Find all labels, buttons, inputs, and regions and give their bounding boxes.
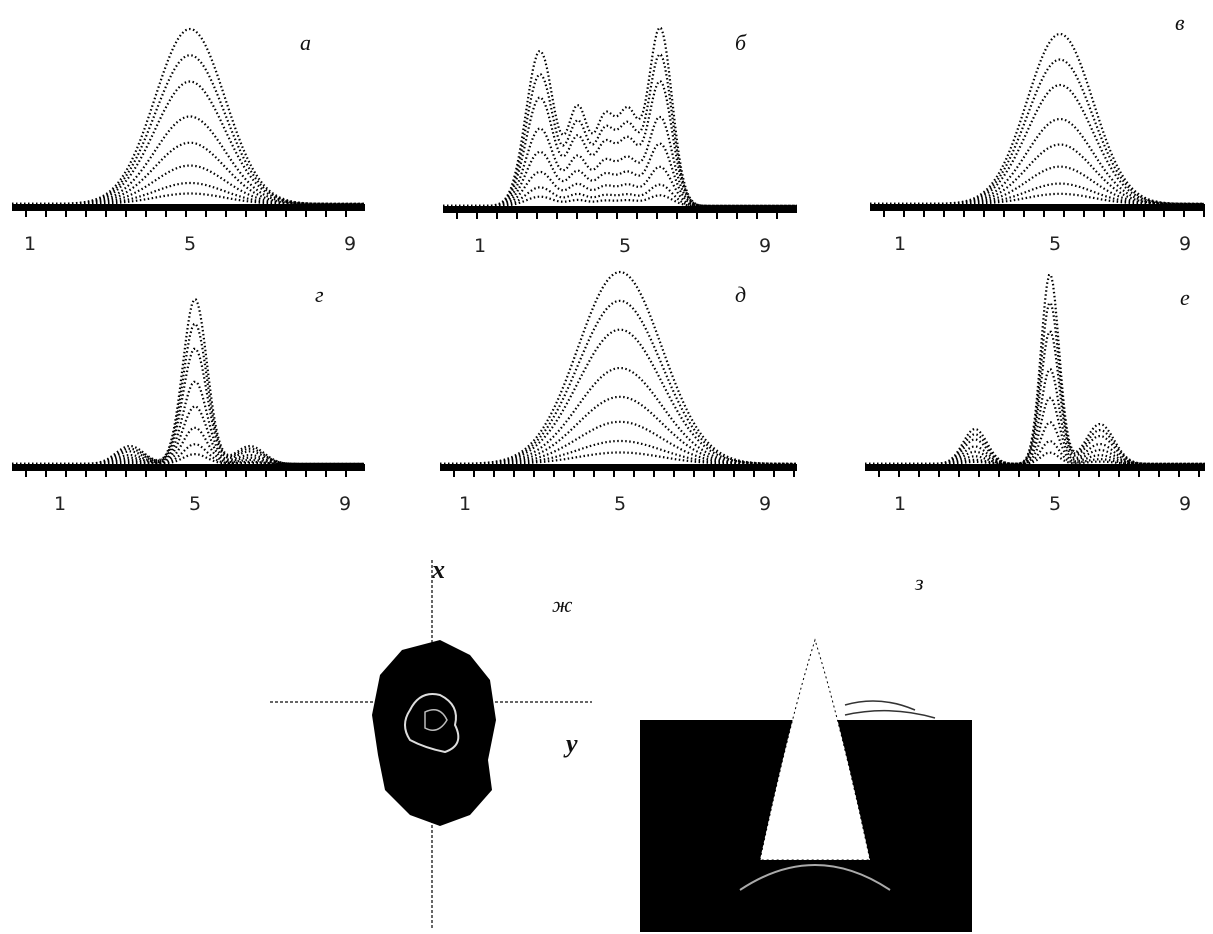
tick-label: 1 bbox=[24, 233, 36, 255]
tick-label: 9 bbox=[759, 235, 771, 257]
beam-spot bbox=[372, 640, 496, 826]
profile-curve bbox=[870, 119, 1204, 204]
tick-label: 1 bbox=[894, 493, 906, 515]
tick-label: 9 bbox=[1179, 233, 1191, 255]
profile-curve bbox=[870, 85, 1204, 204]
profile-curve bbox=[870, 60, 1204, 205]
tick-label: 5 bbox=[1049, 493, 1061, 515]
axis-label: y bbox=[563, 729, 578, 758]
profile-curve bbox=[440, 422, 796, 464]
profile-curve bbox=[12, 454, 364, 464]
profile-curve bbox=[865, 370, 1205, 465]
panel-label: е bbox=[1180, 285, 1190, 310]
tick-label: 1 bbox=[894, 233, 906, 255]
profile-curve bbox=[440, 330, 796, 464]
panel-label: д bbox=[735, 282, 746, 307]
profile-curve bbox=[12, 324, 364, 464]
tick-label: 5 bbox=[1049, 233, 1061, 255]
profile-curve bbox=[440, 301, 796, 464]
profile-curve bbox=[443, 117, 797, 206]
profile-curve bbox=[12, 117, 364, 205]
profile-curve bbox=[12, 444, 364, 464]
tick-label: 1 bbox=[474, 235, 486, 257]
panel-label: г bbox=[315, 282, 324, 307]
tick-label: 9 bbox=[759, 493, 771, 515]
panel-label: в bbox=[1175, 10, 1185, 35]
tick-label: 9 bbox=[1179, 493, 1191, 515]
profile-curve bbox=[865, 303, 1205, 464]
tick-label: 5 bbox=[184, 233, 196, 255]
axis-label: x bbox=[431, 555, 445, 584]
profile-curve bbox=[443, 81, 797, 206]
panel-label: а bbox=[300, 30, 311, 55]
profile-curve bbox=[865, 275, 1205, 464]
panel-label: ж bbox=[552, 592, 573, 617]
profile-curve bbox=[870, 145, 1204, 205]
profile-curve bbox=[870, 167, 1204, 204]
tick-label: 9 bbox=[344, 233, 356, 255]
profile-curve bbox=[12, 166, 364, 205]
tick-label: 5 bbox=[189, 493, 201, 515]
tick-label: 1 bbox=[459, 493, 471, 515]
profile-curve bbox=[440, 397, 796, 464]
tick-label: 5 bbox=[614, 493, 626, 515]
figure: ж x y з а 1 5 9 б 1 5 9 в 1 5 9 г 1 5 9 д 1 5 9 е 1 5 9 bbox=[0, 0, 1213, 934]
profile-curve bbox=[12, 300, 364, 464]
profile-curve bbox=[440, 368, 796, 464]
surface-contour bbox=[845, 701, 935, 718]
baseline bbox=[870, 204, 1205, 211]
profile-curve bbox=[870, 34, 1204, 204]
profile-curve bbox=[443, 185, 797, 206]
profile-curve bbox=[865, 332, 1205, 464]
profile-curve bbox=[443, 144, 797, 206]
tick-label: 5 bbox=[619, 235, 631, 257]
profile-curve bbox=[12, 382, 364, 464]
profile-curve bbox=[12, 55, 364, 204]
panel-label: б bbox=[735, 30, 747, 55]
tick-label: 1 bbox=[54, 493, 66, 515]
profile-curve bbox=[12, 428, 364, 464]
profile-curve bbox=[12, 143, 364, 204]
tick-label: 9 bbox=[339, 493, 351, 515]
profile-curve bbox=[443, 55, 797, 206]
profile-curve bbox=[12, 406, 364, 464]
profile-curve bbox=[12, 194, 364, 205]
panel-label: з bbox=[914, 570, 924, 595]
profile-curve bbox=[12, 349, 364, 464]
